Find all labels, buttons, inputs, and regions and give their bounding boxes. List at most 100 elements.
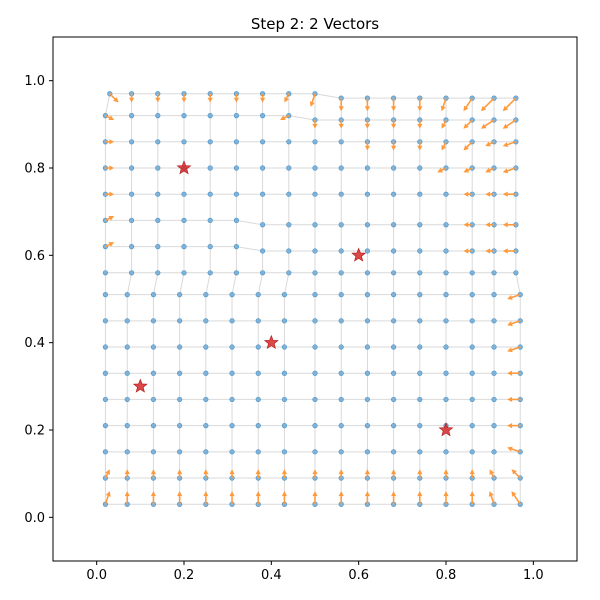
mesh-node [124, 318, 130, 324]
mesh-node [102, 318, 108, 324]
mesh-node [124, 449, 130, 455]
y-axis-ticks: 0.0 0.2 0.4 0.6 0.8 1.0 [24, 74, 53, 526]
mesh-node [229, 370, 235, 376]
vectors [104, 93, 521, 505]
mesh-node [417, 318, 423, 324]
mesh-node [207, 165, 213, 171]
vector-arrow [229, 469, 235, 479]
mesh-node [286, 191, 292, 197]
x-tick-label: 1.0 [523, 568, 544, 583]
vector-arrow [105, 139, 115, 145]
mesh-node [102, 449, 108, 455]
mesh-node [391, 270, 397, 276]
mesh-node [181, 217, 187, 223]
mesh-node [229, 423, 235, 429]
chart-title: Step 2: 2 Vectors [251, 15, 379, 33]
mesh-node [469, 423, 475, 429]
mesh-node [124, 396, 130, 403]
mesh-node [312, 139, 318, 145]
mesh-node [417, 344, 423, 350]
mesh-node [203, 423, 209, 429]
x-tick-label: 0.8 [436, 568, 457, 583]
mesh-node [391, 370, 397, 376]
mesh-edge [231, 272, 237, 295]
mesh-node [177, 396, 183, 403]
mesh-node [338, 222, 344, 228]
vector-arrow [391, 98, 397, 112]
vector-arrow [511, 469, 521, 479]
mesh-node [312, 191, 318, 197]
mesh-node [203, 292, 209, 298]
mesh-node [150, 318, 157, 324]
mesh-node [129, 244, 135, 250]
mesh-node [181, 244, 187, 250]
vector-arrow [312, 469, 318, 479]
mesh-node [102, 423, 108, 429]
mesh-node [150, 292, 157, 298]
mesh-node [150, 344, 157, 350]
mesh-node [391, 248, 397, 254]
vector-arrow [105, 114, 115, 121]
vector-arrow [485, 167, 495, 173]
mesh-node [181, 191, 187, 197]
y-tick-label: 0.4 [24, 336, 45, 351]
mesh-node [286, 139, 292, 145]
vector-arrow [463, 119, 473, 129]
mesh-node [338, 318, 344, 324]
vector-arrow [441, 119, 447, 129]
mesh-node [207, 191, 213, 197]
x-tick-label: 0.4 [261, 568, 282, 583]
mesh-node [203, 370, 209, 376]
vector-arrow [281, 491, 288, 505]
mesh-node [312, 423, 318, 429]
mesh-node [312, 248, 318, 254]
mesh-node [443, 449, 449, 455]
star-marker [176, 160, 192, 175]
vector-arrow [502, 119, 517, 129]
star-marker [263, 334, 279, 350]
mesh-node [255, 423, 261, 429]
mesh-node [150, 396, 157, 403]
vector-arrow [502, 222, 516, 228]
mesh-node [364, 396, 371, 403]
mesh-node [229, 396, 235, 403]
mesh-node [255, 449, 261, 455]
mesh-node [260, 165, 266, 171]
mesh-node [207, 139, 213, 145]
mesh-node [286, 270, 292, 276]
mesh-node [203, 344, 209, 350]
mesh-node [102, 396, 108, 403]
vector-arrow [502, 141, 517, 148]
vector-arrow [150, 469, 157, 479]
vector-arrow [485, 141, 495, 147]
mesh-node [255, 318, 261, 324]
vector-arrow [177, 469, 183, 479]
mesh-node [469, 370, 475, 376]
mesh-node [233, 244, 239, 250]
mesh-edge [205, 272, 211, 295]
x-tick-label: 0.2 [174, 568, 195, 583]
vector-arrow [207, 93, 213, 103]
mesh-node [286, 222, 292, 228]
mesh-node [391, 222, 397, 228]
mesh-node [391, 423, 397, 429]
mesh-node [155, 139, 161, 145]
mesh-node [338, 165, 344, 171]
vector-arrow [463, 222, 473, 228]
mesh-node [338, 191, 344, 197]
mesh-node [260, 139, 266, 145]
mesh-node [443, 248, 449, 254]
vector-arrow [312, 491, 318, 505]
vector-arrow [105, 191, 115, 197]
vector-arrow [507, 423, 521, 429]
mesh-node [364, 344, 371, 350]
vector-arrow [203, 491, 209, 505]
mesh-node [260, 270, 266, 276]
mesh-node [338, 449, 344, 455]
mesh-node [391, 344, 397, 350]
vector-arrow [280, 114, 290, 121]
mesh-edge [126, 272, 133, 295]
vector-arrow [338, 119, 344, 129]
mesh-node [469, 270, 475, 276]
mesh-node [281, 292, 288, 298]
